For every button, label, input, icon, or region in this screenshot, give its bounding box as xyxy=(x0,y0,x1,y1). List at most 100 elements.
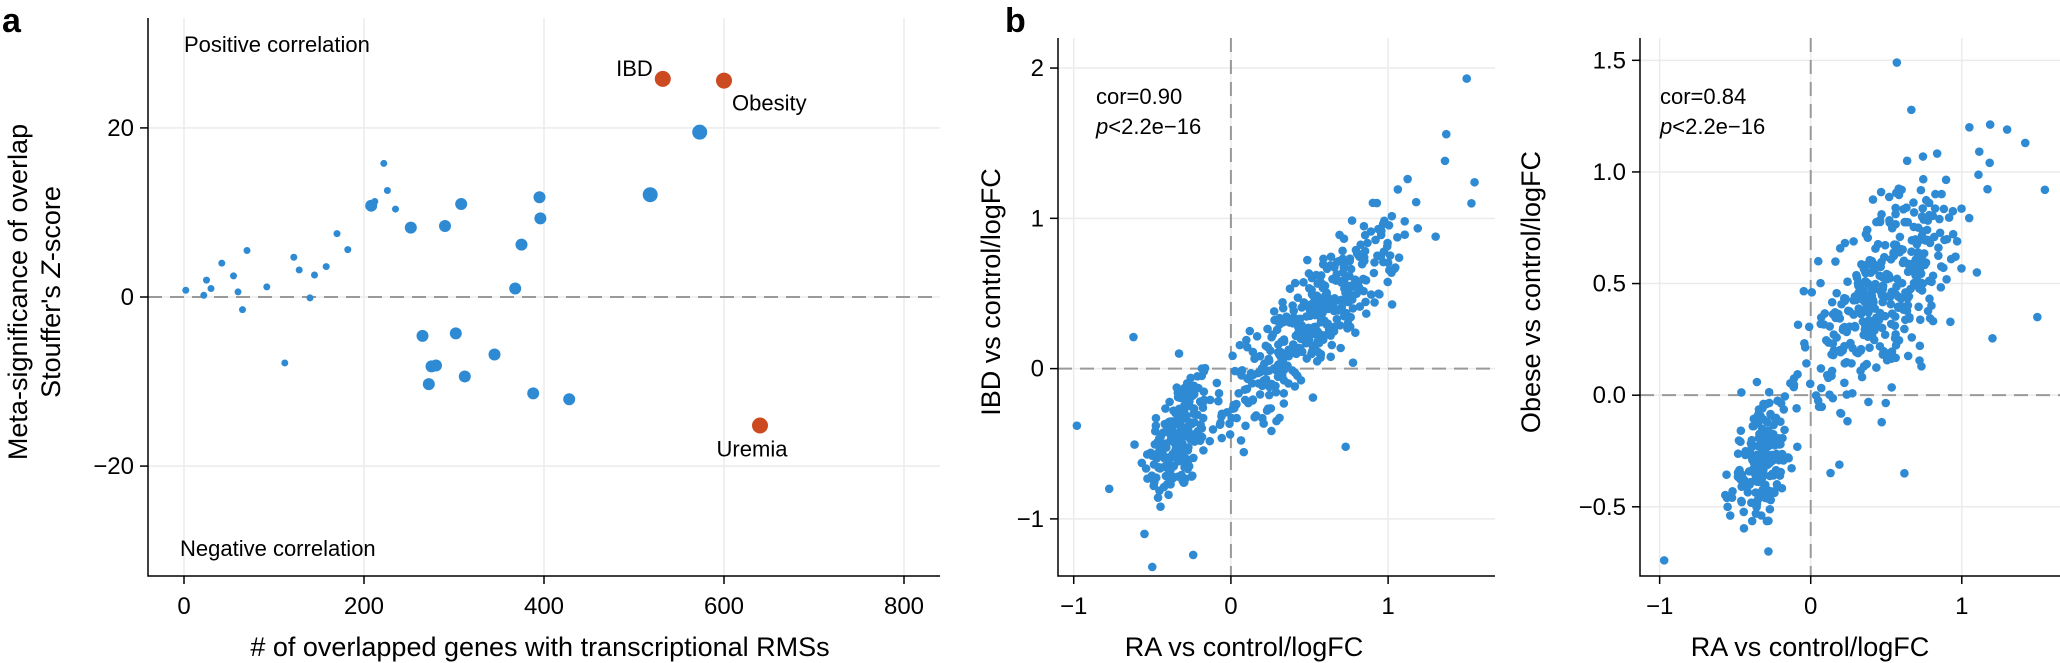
data-point xyxy=(1175,408,1184,418)
data-point xyxy=(1308,393,1318,402)
data-point xyxy=(1129,332,1138,342)
data-point xyxy=(1896,294,1906,303)
data-point xyxy=(1327,340,1337,350)
data-point xyxy=(1217,412,1226,421)
data-point xyxy=(1759,433,1769,443)
data-point xyxy=(1819,320,1829,329)
data-point xyxy=(1214,389,1224,398)
data-point xyxy=(1360,230,1370,240)
x-tick-label: 1 xyxy=(1381,593,1394,620)
data-point xyxy=(1905,314,1914,323)
data-point xyxy=(1829,346,1839,355)
point xyxy=(563,393,576,406)
data-point xyxy=(1846,338,1855,348)
data-point xyxy=(1869,285,1879,294)
data-point xyxy=(1242,342,1252,352)
data-point xyxy=(1860,291,1870,301)
data-point xyxy=(1764,547,1773,556)
point xyxy=(234,288,242,296)
data-point xyxy=(1348,358,1358,368)
data-point xyxy=(1355,302,1365,311)
data-point xyxy=(1736,426,1746,436)
data-point xyxy=(1793,442,1802,452)
data-point xyxy=(1326,352,1336,362)
data-point xyxy=(1903,217,1913,227)
y-tick-label: 2 xyxy=(1031,55,1044,82)
data-point xyxy=(1263,324,1272,334)
data-point xyxy=(1173,457,1183,466)
data-point xyxy=(1865,299,1874,309)
data-point xyxy=(1225,419,1234,428)
point xyxy=(380,159,388,167)
data-point xyxy=(1941,175,1951,185)
data-point xyxy=(1832,288,1841,298)
data-point xyxy=(1921,195,1931,205)
data-point xyxy=(1842,390,1852,399)
x-tick-label: 600 xyxy=(704,593,744,620)
panel-b-chart: −1 0 1 −1 0 1 2 cor=0.90 p<2.2e−16 RA vs contr… xyxy=(976,38,1495,662)
data-point xyxy=(1150,426,1160,436)
data-point xyxy=(1880,330,1890,340)
data-point xyxy=(1160,419,1170,429)
data-point xyxy=(1245,326,1255,336)
data-point xyxy=(1411,197,1421,207)
point xyxy=(239,306,246,314)
point xyxy=(458,370,471,383)
data-point xyxy=(1720,490,1730,500)
data-point xyxy=(1745,448,1755,457)
data-point xyxy=(1316,349,1326,359)
panel-a-y-axis-label-line2: Stouffer's Z-score xyxy=(36,186,66,398)
data-point xyxy=(1739,524,1749,533)
data-point xyxy=(1137,458,1147,468)
data-point xyxy=(1147,562,1157,572)
data-point xyxy=(1235,340,1245,350)
data-point xyxy=(1413,224,1423,233)
data-point xyxy=(1734,436,1744,445)
data-point xyxy=(1161,404,1170,413)
panel-a-tick-labels: 0 200 400 600 800 −20 0 20 xyxy=(93,115,924,620)
data-point xyxy=(1936,283,1946,292)
data-point xyxy=(1193,371,1202,381)
data-point xyxy=(1757,424,1767,434)
data-point xyxy=(1217,433,1227,443)
data-point xyxy=(1400,230,1410,240)
point xyxy=(449,327,462,340)
data-point xyxy=(1165,397,1174,407)
data-point xyxy=(1228,351,1237,361)
y-tick-label: 1.5 xyxy=(1593,47,1626,74)
data-point xyxy=(1292,314,1301,324)
data-point xyxy=(1850,321,1860,331)
data-point xyxy=(1928,316,1938,326)
panel-c-tick-labels: −1 0 1 −0.5 0.0 0.5 1.0 1.5 xyxy=(1579,47,1969,620)
data-point xyxy=(1274,340,1283,349)
panel-c-points xyxy=(1659,58,2050,565)
data-point xyxy=(1346,264,1356,274)
data-point xyxy=(1331,276,1341,285)
data-point xyxy=(1169,448,1179,457)
data-point xyxy=(1347,216,1357,225)
data-point xyxy=(1234,389,1243,398)
data-point xyxy=(1882,269,1892,279)
data-point xyxy=(1252,332,1262,341)
data-point xyxy=(1372,198,1382,208)
data-point xyxy=(1749,421,1759,431)
data-point xyxy=(1337,303,1347,312)
point xyxy=(200,291,208,299)
panel-b-x-axis-label: RA vs control/logFC xyxy=(1125,632,1364,662)
x-tick-label: 1 xyxy=(1955,593,1968,620)
point xyxy=(642,187,658,203)
data-point xyxy=(1263,342,1273,352)
data-point xyxy=(1728,486,1737,496)
data-point xyxy=(1944,213,1954,222)
data-point xyxy=(1988,334,1997,343)
data-point xyxy=(1862,326,1872,336)
panel-c-p-value: p<2.2e−16 xyxy=(1659,114,1765,139)
data-point xyxy=(1858,317,1868,326)
point xyxy=(281,359,289,367)
data-point xyxy=(1891,209,1900,219)
data-point xyxy=(1723,502,1732,512)
data-point xyxy=(1882,355,1892,365)
data-point xyxy=(1922,225,1932,235)
data-point xyxy=(1322,264,1332,274)
